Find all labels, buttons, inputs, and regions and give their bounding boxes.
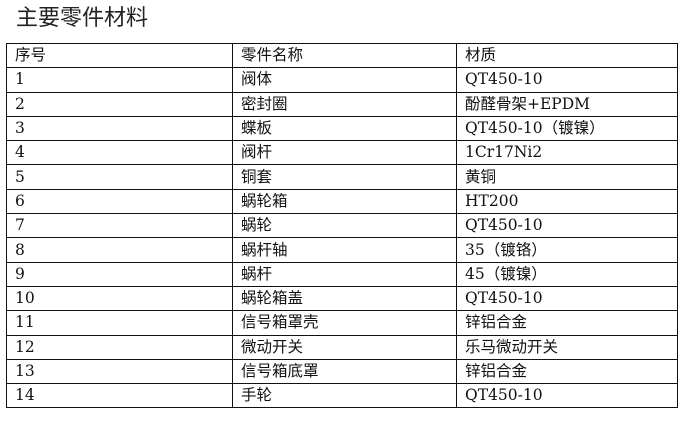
cell-part-name: 蜗杆 — [232, 261, 457, 287]
cell-material: 35（镀铬） — [456, 237, 678, 263]
table-row: 14 手轮 QT450-10 — [6, 383, 678, 409]
page-title: 主要零件材料 — [16, 6, 149, 31]
cell-part-name: 手轮 — [232, 383, 457, 409]
cell-part-name: 蜗轮 — [232, 213, 457, 239]
cell-part-name: 蜗轮箱盖 — [232, 285, 457, 312]
header-material: 材质 — [456, 42, 678, 69]
cell-material: 45（镀镍） — [456, 261, 678, 287]
cell-material: QT450-10 — [456, 213, 678, 239]
cell-material: QT450-10 — [456, 67, 678, 93]
cell-part-name: 密封圈 — [232, 91, 457, 117]
table-header-row: 序号 零件名称 材质 — [6, 42, 678, 69]
cell-index: 7 — [6, 213, 233, 239]
header-part-name: 零件名称 — [232, 42, 457, 69]
cell-index: 9 — [6, 261, 233, 287]
cell-index: 11 — [6, 310, 233, 336]
cell-material: 乐马微动开关 — [456, 334, 678, 360]
cell-index: 6 — [6, 188, 233, 215]
cell-material: 黄铜 — [456, 164, 678, 190]
cell-part-name: 蜗杆轴 — [232, 237, 457, 263]
table-row: 5 铜套 黄铜 — [6, 164, 678, 190]
cell-index: 5 — [6, 164, 233, 190]
cell-part-name: 蜗轮箱 — [232, 188, 457, 215]
cell-index: 10 — [6, 285, 233, 312]
cell-material: 酚醛骨架+EPDM — [456, 91, 678, 117]
parts-materials-table: 序号 零件名称 材质 1 阀体 QT450-10 2 密封圈 酚醛骨架+EPDM 3 蝶板 QT… — [6, 42, 678, 409]
cell-part-name: 微动开关 — [232, 334, 457, 360]
table-row: 1 阀体 QT450-10 — [6, 67, 678, 93]
cell-material: 锌铝合金 — [456, 310, 678, 336]
table-row: 2 密封圈 酚醛骨架+EPDM — [6, 91, 678, 117]
cell-material: HT200 — [456, 188, 678, 215]
cell-index: 13 — [6, 358, 233, 385]
table-row: 3 蝶板 QT450-10（镀镍） — [6, 115, 678, 142]
cell-part-name: 铜套 — [232, 164, 457, 190]
cell-part-name: 阀杆 — [232, 140, 457, 166]
cell-part-name: 信号箱罩壳 — [232, 310, 457, 336]
table-row: 8 蜗杆轴 35（镀铬） — [6, 237, 678, 263]
table-row: 4 阀杆 1Cr17Ni2 — [6, 140, 678, 166]
cell-index: 1 — [6, 67, 233, 93]
cell-part-name: 蝶板 — [232, 115, 457, 142]
cell-part-name: 信号箱底罩 — [232, 358, 457, 385]
cell-index: 12 — [6, 334, 233, 360]
table-row: 6 蜗轮箱 HT200 — [6, 188, 678, 215]
header-index: 序号 — [6, 42, 233, 69]
table-row: 7 蜗轮 QT450-10 — [6, 213, 678, 239]
cell-index: 14 — [6, 383, 233, 409]
cell-material: 1Cr17Ni2 — [456, 140, 678, 166]
cell-index: 8 — [6, 237, 233, 263]
cell-part-name: 阀体 — [232, 67, 457, 93]
table-row: 9 蜗杆 45（镀镍） — [6, 261, 678, 287]
cell-index: 4 — [6, 140, 233, 166]
cell-index: 3 — [6, 115, 233, 142]
table-row: 11 信号箱罩壳 锌铝合金 — [6, 310, 678, 336]
cell-material: QT450-10（镀镍） — [456, 115, 678, 142]
table-row: 10 蜗轮箱盖 QT450-10 — [6, 285, 678, 312]
cell-material: QT450-10 — [456, 383, 678, 409]
table-row: 12 微动开关 乐马微动开关 — [6, 334, 678, 360]
cell-material: 锌铝合金 — [456, 358, 678, 385]
cell-material: QT450-10 — [456, 285, 678, 312]
cell-index: 2 — [6, 91, 233, 117]
table-row: 13 信号箱底罩 锌铝合金 — [6, 358, 678, 385]
